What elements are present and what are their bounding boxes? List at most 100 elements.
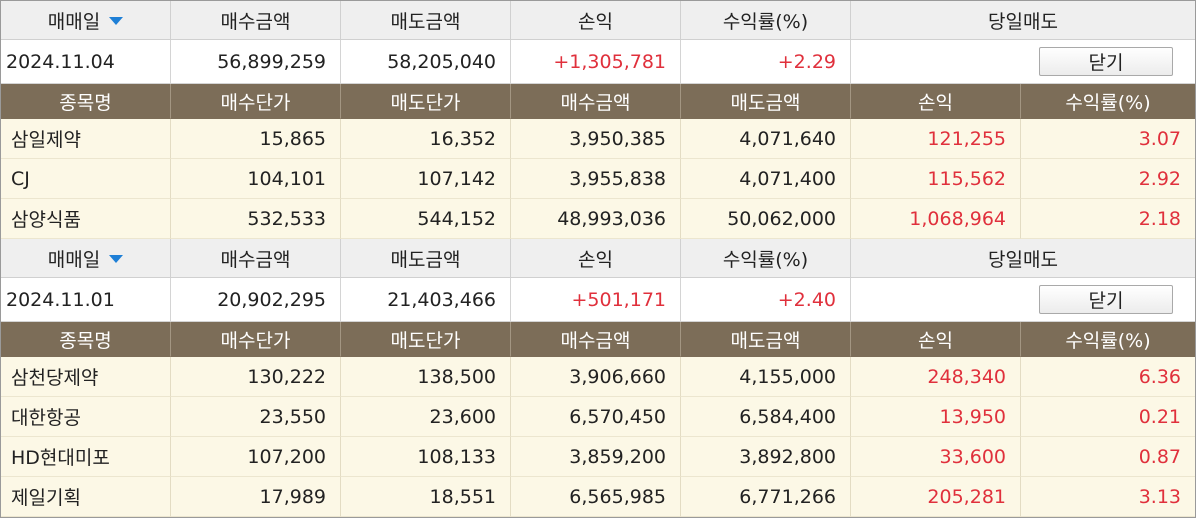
header-buy-amount: 매수금액 — [171, 239, 341, 278]
table-row[interactable]: HD현대미포 107,200 108,133 3,859,200 3,892,800 33… — [1, 437, 1195, 477]
trade-date-label: 매매일 — [47, 10, 101, 33]
summary-buy-amount: 56,899,259 — [171, 40, 341, 84]
sell-price-cell: 16,352 — [341, 119, 511, 159]
summary-buy-amount: 20,902,295 — [171, 278, 341, 322]
buy-amount-cell: 3,859,200 — [511, 437, 681, 477]
column-header-return-rate: 수익률(%) — [1021, 322, 1195, 357]
summary-value-row: 2024.11.01 20,902,295 21,403,466 +501,171 +2… — [1, 278, 1195, 322]
column-header-buy-amount: 매수금액 — [511, 84, 681, 119]
header-pnl: 손익 — [511, 1, 681, 40]
sell-price-cell: 18,551 — [341, 477, 511, 517]
return-rate-cell: 0.87 — [1021, 437, 1195, 477]
table-row[interactable]: CJ 104,101 107,142 3,955,838 4,071,400 115,56… — [1, 159, 1195, 199]
summary-date: 2024.11.04 — [1, 40, 171, 84]
header-same-day-sell: 당일매도 — [851, 239, 1195, 278]
summary-header-row: 매매일 매수금액 매도금액 손익 수익률(%) 당일매도 — [1, 1, 1195, 40]
stock-name: 대한항공 — [1, 397, 171, 437]
buy-amount-cell: 6,570,450 — [511, 397, 681, 437]
stock-name: 삼양식품 — [1, 199, 171, 239]
buy-price-cell: 130,222 — [171, 357, 341, 397]
buy-amount-cell: 3,950,385 — [511, 119, 681, 159]
summary-pnl: +1,305,781 — [511, 40, 681, 84]
header-sell-amount: 매도금액 — [341, 1, 511, 40]
summary-pnl: +501,171 — [511, 278, 681, 322]
buy-price-cell: 15,865 — [171, 119, 341, 159]
detail-header-row: 종목명 매수단가 매도단가 매수금액 매도금액 손익 수익률(%) — [1, 322, 1195, 357]
close-button-cell: 닫기 — [851, 278, 1195, 322]
column-header-pnl: 손익 — [851, 84, 1021, 119]
column-header-stock-name: 종목명 — [1, 322, 171, 357]
column-header-pnl: 손익 — [851, 322, 1021, 357]
trade-date-label: 매매일 — [47, 248, 101, 271]
header-same-day-sell: 당일매도 — [851, 1, 1195, 40]
return-rate-cell: 2.18 — [1021, 199, 1195, 239]
column-header-sell-price: 매도단가 — [341, 84, 511, 119]
pnl-cell: 248,340 — [851, 357, 1021, 397]
column-header-sell-price: 매도단가 — [341, 322, 511, 357]
sell-amount-cell: 6,584,400 — [681, 397, 851, 437]
sell-amount-cell: 4,155,000 — [681, 357, 851, 397]
buy-price-cell: 104,101 — [171, 159, 341, 199]
sort-down-icon[interactable] — [109, 255, 124, 263]
close-button[interactable]: 닫기 — [1039, 285, 1173, 314]
buy-price-cell: 532,533 — [171, 199, 341, 239]
summary-sell-amount: 58,205,040 — [341, 40, 511, 84]
header-pnl: 손익 — [511, 239, 681, 278]
column-header-buy-price: 매수단가 — [171, 322, 341, 357]
buy-amount-cell: 6,565,985 — [511, 477, 681, 517]
sell-amount-cell: 4,071,400 — [681, 159, 851, 199]
summary-return-rate: +2.40 — [681, 278, 851, 322]
summary-header-row: 매매일 매수금액 매도금액 손익 수익률(%) 당일매도 — [1, 239, 1195, 278]
column-header-return-rate: 수익률(%) — [1021, 84, 1195, 119]
table-row[interactable]: 제일기획 17,989 18,551 6,565,985 6,771,266 205,28… — [1, 477, 1195, 517]
sort-down-icon[interactable] — [109, 17, 124, 25]
sell-amount-cell: 50,062,000 — [681, 199, 851, 239]
column-header-sell-amount: 매도금액 — [681, 84, 851, 119]
summary-return-rate: +2.29 — [681, 40, 851, 84]
trade-group: 매매일 매수금액 매도금액 손익 수익률(%) 당일매도 2024.11.01 20,902,… — [1, 239, 1195, 517]
return-rate-cell: 3.13 — [1021, 477, 1195, 517]
return-rate-cell: 6.36 — [1021, 357, 1195, 397]
column-header-sell-amount: 매도금액 — [681, 322, 851, 357]
table-row[interactable]: 대한항공 23,550 23,600 6,570,450 6,584,400 13,950… — [1, 397, 1195, 437]
table-row[interactable]: 삼천당제약 130,222 138,500 3,906,660 4,155,000 248… — [1, 357, 1195, 397]
header-buy-amount: 매수금액 — [171, 1, 341, 40]
buy-price-cell: 23,550 — [171, 397, 341, 437]
stock-name: 삼천당제약 — [1, 357, 171, 397]
stock-name: CJ — [1, 159, 171, 199]
return-rate-cell: 3.07 — [1021, 119, 1195, 159]
close-button[interactable]: 닫기 — [1039, 47, 1173, 76]
sort-header-trade-date[interactable]: 매매일 — [1, 1, 171, 40]
summary-value-row: 2024.11.04 56,899,259 58,205,040 +1,305,781… — [1, 40, 1195, 84]
pnl-cell: 1,068,964 — [851, 199, 1021, 239]
header-return-rate: 수익률(%) — [681, 1, 851, 40]
column-header-stock-name: 종목명 — [1, 84, 171, 119]
sort-header-trade-date[interactable]: 매매일 — [1, 239, 171, 278]
pnl-cell: 33,600 — [851, 437, 1021, 477]
stock-name: HD현대미포 — [1, 437, 171, 477]
return-rate-cell: 2.92 — [1021, 159, 1195, 199]
buy-price-cell: 107,200 — [171, 437, 341, 477]
sell-amount-cell: 4,071,640 — [681, 119, 851, 159]
return-rate-cell: 0.21 — [1021, 397, 1195, 437]
pnl-cell: 205,281 — [851, 477, 1021, 517]
table-row[interactable]: 삼일제약 15,865 16,352 3,950,385 4,071,640 121,25… — [1, 119, 1195, 159]
detail-header-row: 종목명 매수단가 매도단가 매수금액 매도금액 손익 수익률(%) — [1, 84, 1195, 119]
column-header-buy-amount: 매수금액 — [511, 322, 681, 357]
sell-amount-cell: 6,771,266 — [681, 477, 851, 517]
buy-amount-cell: 3,906,660 — [511, 357, 681, 397]
column-header-buy-price: 매수단가 — [171, 84, 341, 119]
pnl-cell: 13,950 — [851, 397, 1021, 437]
trade-group: 매매일 매수금액 매도금액 손익 수익률(%) 당일매도 2024.11.04 56,899,… — [1, 1, 1195, 239]
sell-price-cell: 544,152 — [341, 199, 511, 239]
sell-price-cell: 108,133 — [341, 437, 511, 477]
sell-price-cell: 107,142 — [341, 159, 511, 199]
pnl-cell: 121,255 — [851, 119, 1021, 159]
summary-sell-amount: 21,403,466 — [341, 278, 511, 322]
table-row[interactable]: 삼양식품 532,533 544,152 48,993,036 50,062,000 1,… — [1, 199, 1195, 239]
sell-price-cell: 23,600 — [341, 397, 511, 437]
sell-price-cell: 138,500 — [341, 357, 511, 397]
buy-amount-cell: 48,993,036 — [511, 199, 681, 239]
stock-name: 삼일제약 — [1, 119, 171, 159]
